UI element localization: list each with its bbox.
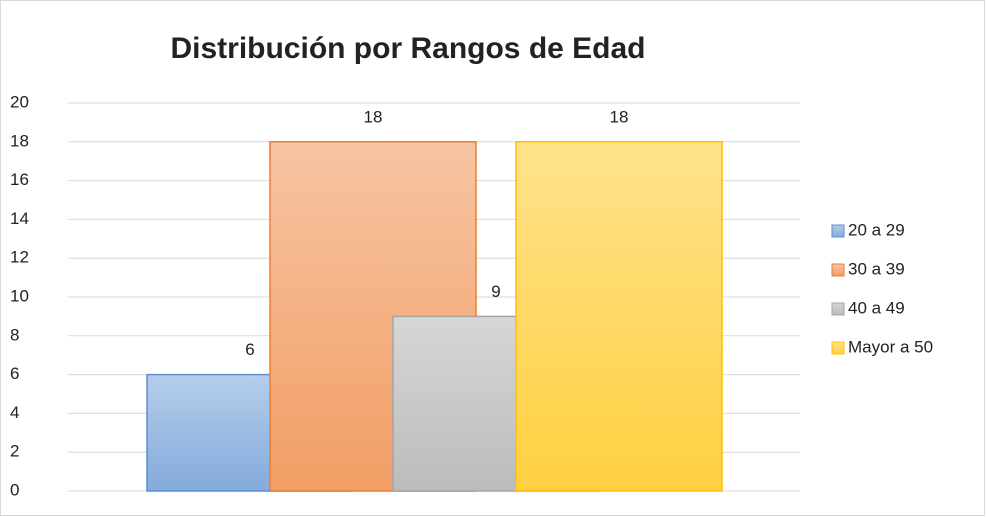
y-tick-label: 0	[10, 480, 19, 499]
bar-fill	[515, 141, 723, 492]
y-tick-label: 18	[10, 131, 29, 150]
legend-label: 20 a 29	[848, 220, 905, 239]
y-tick-label: 2	[10, 442, 19, 461]
y-tick-label: 10	[10, 286, 29, 305]
legend-swatch	[831, 302, 845, 316]
data-label: 9	[491, 282, 500, 301]
y-tick-label: 4	[10, 403, 19, 422]
data-label: 18	[364, 107, 383, 126]
legend-swatch	[831, 341, 845, 355]
y-tick-label: 14	[10, 209, 29, 228]
y-tick-label: 8	[10, 325, 19, 344]
y-tick-label: 16	[10, 170, 29, 189]
data-label: 18	[610, 107, 629, 126]
legend-swatch	[831, 263, 845, 277]
legend-swatch	[831, 224, 845, 238]
legend-label: 30 a 39	[848, 259, 905, 278]
chart-title: Distribución por Rangos de Edad	[170, 32, 645, 65]
y-tick-label: 12	[10, 248, 29, 267]
y-tick-label: 6	[10, 364, 19, 383]
data-label: 6	[245, 340, 254, 359]
legend-label: Mayor a 50	[848, 337, 933, 356]
legend-label: 40 a 49	[848, 298, 905, 317]
y-tick-label: 20	[10, 92, 29, 111]
